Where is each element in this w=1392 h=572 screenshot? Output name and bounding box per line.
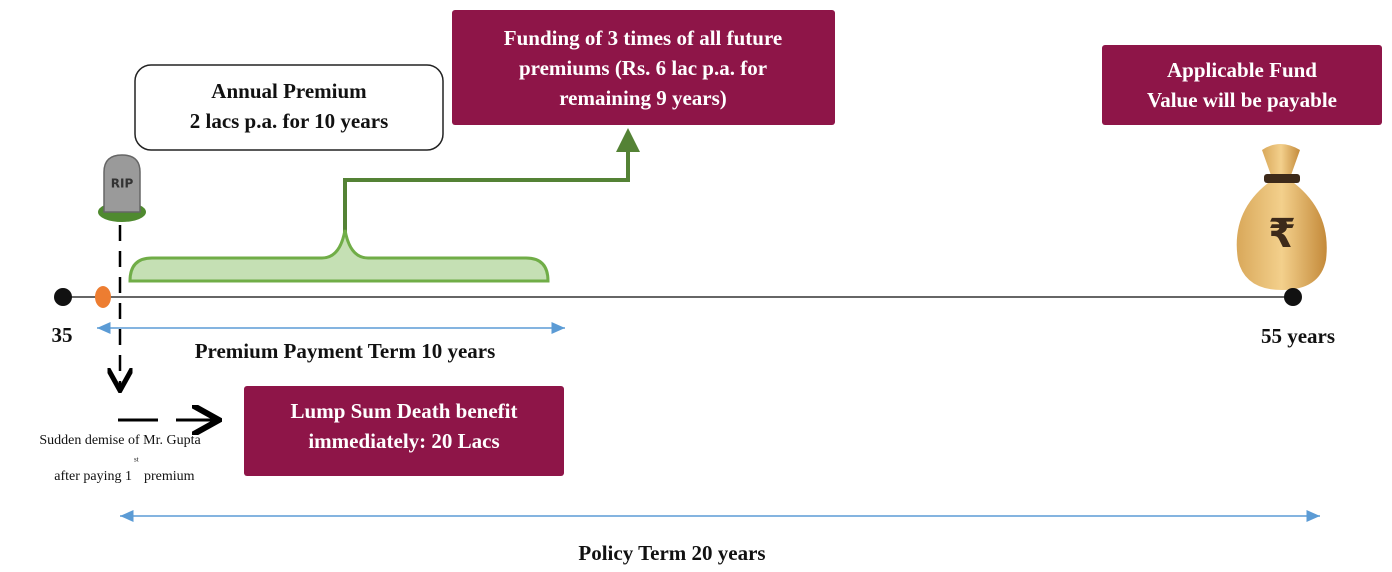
diagram: Annual Premium 2 lacs p.a. for 10 years … <box>0 0 1392 572</box>
tombstone: RIP <box>98 155 146 222</box>
brace <box>130 230 548 281</box>
page: Annual Premium 2 lacs p.a. for 10 years … <box>0 0 1392 572</box>
start-label: 35 <box>52 323 73 347</box>
tombstone-label: RIP <box>111 177 134 191</box>
funding-line: remaining 9 years) <box>559 86 727 110</box>
death-dot <box>95 286 111 308</box>
demise-note-sup: st <box>134 456 139 464</box>
money-bag: ₹ <box>1237 144 1327 290</box>
death-line: Lump Sum Death benefit <box>291 399 518 423</box>
funding-line: Funding of 3 times of all future <box>504 26 782 50</box>
death-line: immediately: 20 Lacs <box>308 429 499 453</box>
end-label: 55 years <box>1261 324 1335 348</box>
demise-note: premium <box>144 469 195 484</box>
fund-line: Applicable Fund <box>1167 58 1317 82</box>
fund-line: Value will be payable <box>1147 88 1337 112</box>
end-dot <box>1284 288 1302 306</box>
funding-line: premiums (Rs. 6 lac p.a. for <box>519 56 767 80</box>
funding-arrow <box>345 140 628 232</box>
premium-term-label: Premium Payment Term 10 years <box>195 339 496 363</box>
premium-line: Annual Premium <box>211 79 367 103</box>
premium-box <box>135 65 443 150</box>
demise-note: after paying 1 <box>54 469 132 484</box>
rupee-symbol: ₹ <box>1268 211 1296 257</box>
premium-line: 2 lacs p.a. for 10 years <box>190 109 389 133</box>
policy-term-label: Policy Term 20 years <box>578 541 765 565</box>
demise-note: Sudden demise of Mr. Gupta <box>39 433 201 448</box>
start-dot <box>54 288 72 306</box>
